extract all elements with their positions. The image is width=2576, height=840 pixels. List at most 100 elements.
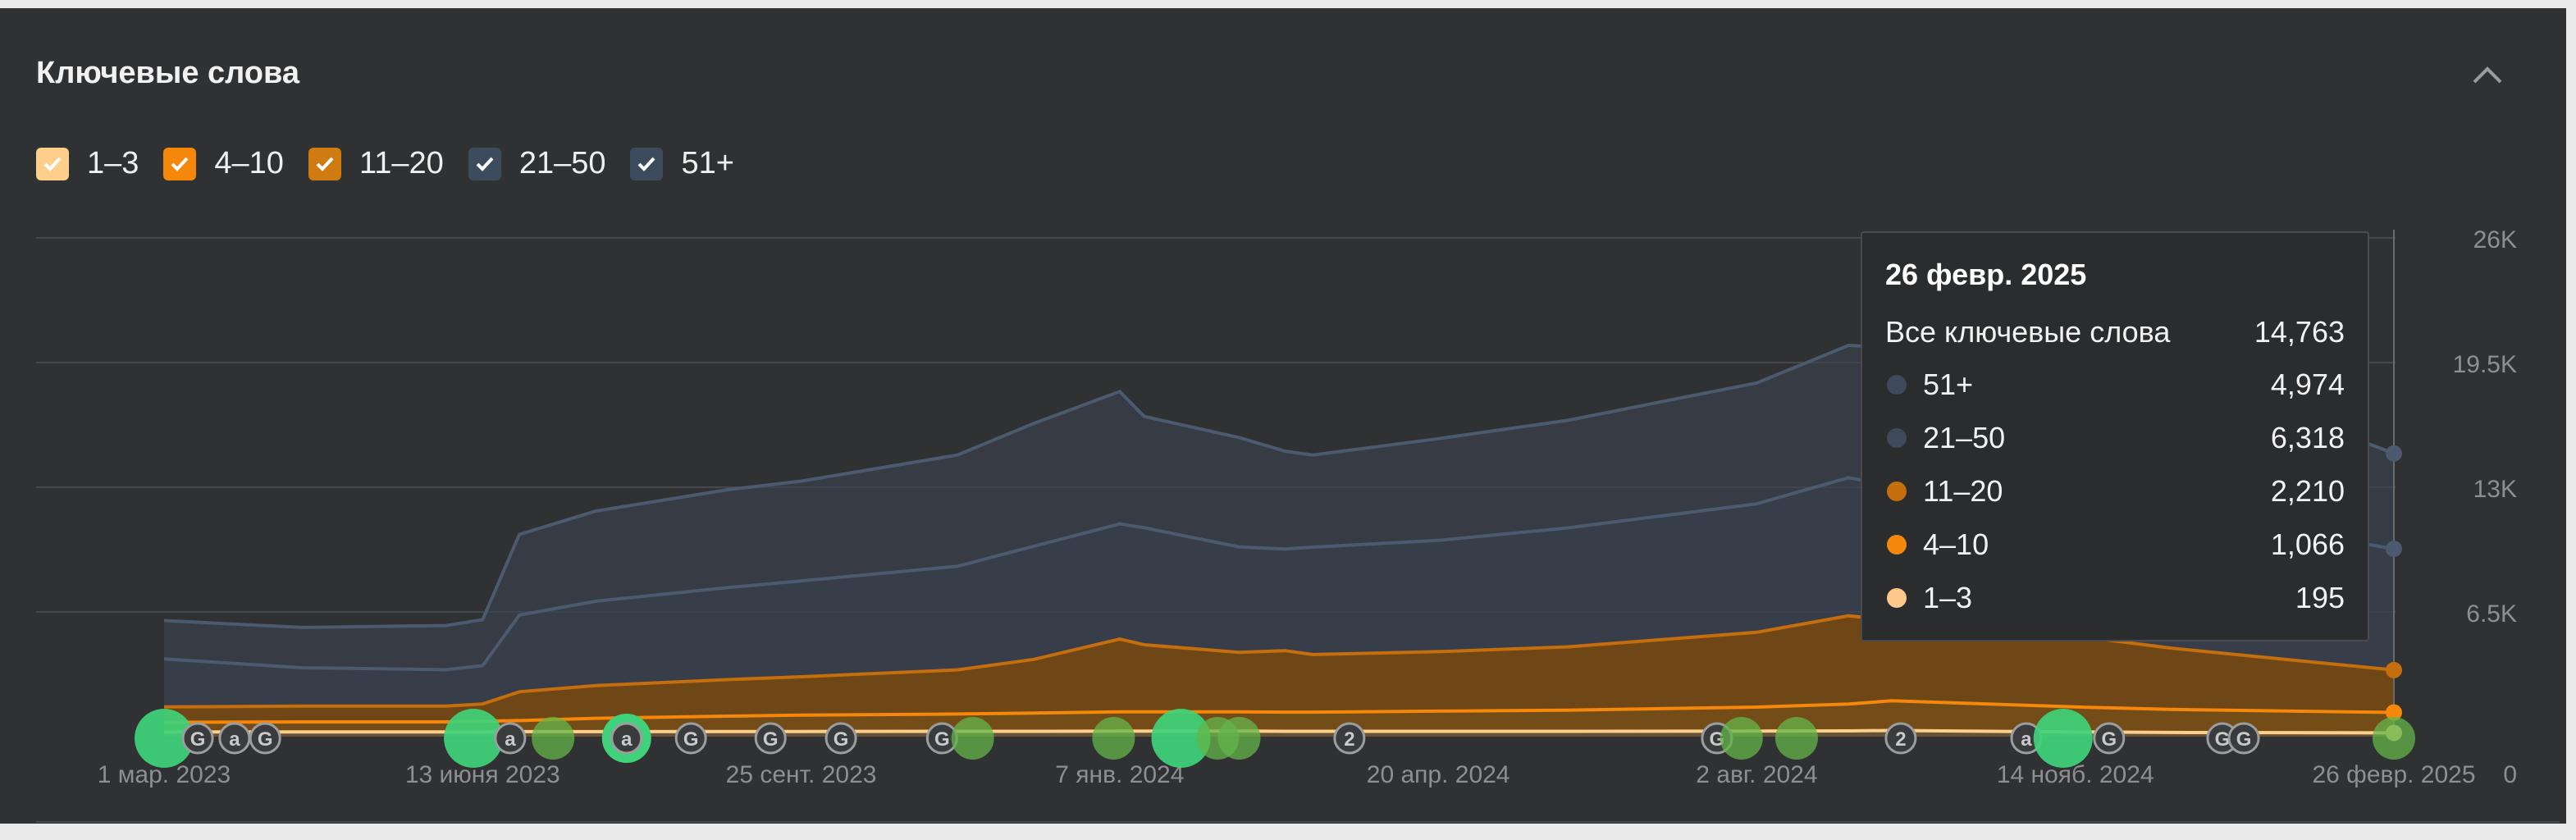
legend-label: 21–50 bbox=[518, 146, 606, 180]
legend-item[interactable]: 21–50 bbox=[468, 146, 606, 181]
legend-item[interactable]: 4–10 bbox=[163, 146, 284, 181]
event-marker-circle bbox=[1884, 722, 1917, 755]
legend-label: 4–10 bbox=[214, 146, 284, 180]
event-marker[interactable]: a bbox=[494, 722, 527, 755]
area-4–10 bbox=[164, 701, 2394, 733]
legend-checkbox[interactable] bbox=[163, 147, 197, 180]
tooltip-series-row: 11–20 2,210 bbox=[1885, 471, 2345, 512]
event-marker[interactable]: 2 bbox=[1884, 722, 1917, 755]
event-marker[interactable] bbox=[2373, 717, 2415, 760]
event-marker[interactable] bbox=[951, 717, 994, 760]
event-marker[interactable]: G bbox=[754, 722, 787, 755]
series-dot-icon bbox=[1887, 535, 1907, 555]
event-marker[interactable]: G bbox=[181, 722, 214, 755]
event-marker-glyph: a bbox=[229, 728, 240, 751]
event-marker[interactable] bbox=[1092, 717, 1135, 760]
series-endpoint-21–50 bbox=[2386, 541, 2402, 558]
series-endpoint-4–10 bbox=[2386, 704, 2402, 721]
x-tick-label: 25 сент. 2023 bbox=[726, 761, 877, 788]
collapse-chevron-icon[interactable] bbox=[2471, 62, 2504, 87]
tooltip-series-row: 4–10 1,066 bbox=[1885, 524, 2345, 565]
tooltip-series-name: 11–20 bbox=[1923, 474, 2003, 508]
event-marker[interactable] bbox=[2033, 709, 2093, 768]
event-marker[interactable] bbox=[1151, 709, 1211, 768]
event-marker[interactable]: G bbox=[2227, 722, 2260, 755]
event-marker[interactable]: G bbox=[249, 722, 281, 755]
y-tick-label: 6.5K bbox=[2466, 600, 2517, 628]
event-marker-glyph: G bbox=[2215, 728, 2231, 751]
area-51+ bbox=[164, 345, 2394, 670]
event-marker-circle bbox=[754, 722, 787, 755]
event-marker-circle bbox=[181, 722, 214, 755]
tooltip-series-value: 1,066 bbox=[2270, 527, 2345, 561]
tooltip-series-value: 2,210 bbox=[2270, 474, 2345, 508]
event-marker[interactable]: G bbox=[2093, 722, 2126, 755]
event-marker-glyph: 2 bbox=[1344, 728, 1354, 751]
event-marker-circle bbox=[494, 722, 527, 755]
event-marker[interactable] bbox=[1774, 717, 1818, 760]
tooltip-series-value: 195 bbox=[2295, 581, 2345, 614]
event-marker[interactable] bbox=[135, 709, 194, 768]
event-marker-glyph: G bbox=[190, 728, 206, 751]
area-21–50 bbox=[164, 477, 2394, 707]
event-marker-glyph: G bbox=[834, 728, 849, 751]
check-icon bbox=[43, 157, 62, 171]
series-endpoint-11–20 bbox=[2386, 661, 2402, 678]
event-marker[interactable]: a bbox=[601, 714, 651, 763]
event-marker-glyph: a bbox=[2021, 728, 2032, 751]
tooltip-series-row: 51+ 4,974 bbox=[1885, 364, 2345, 405]
tooltip-series-name: 21–50 bbox=[1923, 421, 2006, 454]
x-tick-label: 26 февр. 2025 bbox=[2312, 761, 2475, 788]
event-marker-circle bbox=[610, 722, 643, 755]
legend-item[interactable]: 1–3 bbox=[36, 146, 139, 181]
legend-label: 1–3 bbox=[87, 146, 139, 180]
event-marker-glyph: G bbox=[2101, 728, 2117, 751]
event-marker[interactable]: G bbox=[925, 722, 958, 755]
series-dot-icon bbox=[1887, 482, 1907, 501]
x-tick-label: 14 нояб. 2024 bbox=[1997, 761, 2154, 788]
event-marker[interactable] bbox=[444, 709, 504, 768]
area-11–20 bbox=[164, 615, 2394, 723]
legend-checkbox[interactable] bbox=[630, 147, 664, 180]
event-marker-glyph: a bbox=[505, 728, 516, 751]
legend-item[interactable]: 11–20 bbox=[308, 146, 444, 181]
event-marker-circle bbox=[2227, 722, 2260, 755]
series-line-4–10 bbox=[163, 699, 2395, 724]
event-marker[interactable] bbox=[532, 717, 575, 760]
legend-checkbox[interactable] bbox=[308, 147, 341, 180]
event-marker[interactable]: a bbox=[218, 722, 251, 755]
series-dot-icon bbox=[1887, 428, 1907, 448]
check-icon bbox=[476, 157, 494, 171]
event-marker-glyph: a bbox=[621, 728, 633, 751]
event-marker-glyph: G bbox=[683, 728, 699, 751]
x-tick-label: 7 янв. 2024 bbox=[1055, 761, 1184, 788]
tooltip-total-label: Все ключевые слова bbox=[1885, 315, 2171, 349]
series-legend: 1–3 4–10 11–20 21–50 51+ bbox=[36, 146, 759, 181]
event-marker[interactable]: 2 bbox=[1333, 722, 1366, 755]
tooltip-series-row: 1–3 195 bbox=[1885, 578, 2345, 619]
event-marker[interactable]: G bbox=[824, 722, 857, 755]
event-marker-circle bbox=[2093, 722, 2126, 755]
legend-item[interactable]: 51+ bbox=[630, 146, 734, 181]
tooltip-series-name: 1–3 bbox=[1923, 581, 1973, 614]
event-marker[interactable] bbox=[1217, 717, 1261, 760]
event-marker[interactable]: a bbox=[2010, 722, 2043, 755]
series-dot-icon bbox=[1887, 375, 1907, 395]
check-icon bbox=[638, 157, 655, 171]
legend-checkbox[interactable] bbox=[36, 147, 69, 180]
event-marker-glyph: 2 bbox=[1895, 728, 1906, 751]
legend-label: 51+ bbox=[681, 146, 734, 180]
tooltip-series-name: 51+ bbox=[1923, 368, 1974, 401]
legend-checkbox[interactable] bbox=[468, 147, 501, 180]
check-icon bbox=[171, 157, 189, 171]
tooltip-series-value: 4,974 bbox=[2270, 368, 2345, 401]
event-marker-circle bbox=[1333, 722, 1366, 755]
y-tick-label: 13K bbox=[2473, 476, 2517, 503]
event-marker-glyph: G bbox=[763, 728, 779, 751]
event-marker[interactable] bbox=[1720, 717, 1763, 760]
legend-label: 11–20 bbox=[359, 146, 444, 180]
chart-tooltip: 26 февр. 2025 Все ключевые слова 14,763 … bbox=[1861, 231, 2369, 641]
panel-title: Ключевые слова bbox=[36, 56, 300, 90]
event-marker-glyph: G bbox=[934, 728, 950, 751]
event-marker[interactable]: G bbox=[674, 722, 707, 755]
